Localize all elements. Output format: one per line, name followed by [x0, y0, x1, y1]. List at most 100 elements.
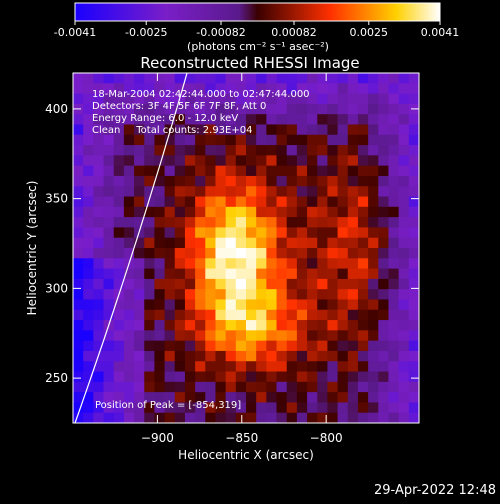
heatmap-cell — [205, 237, 217, 249]
heatmap-cell — [195, 145, 206, 156]
heatmap-cell — [174, 412, 186, 423]
heatmap-cell — [307, 134, 318, 146]
heatmap-cell — [144, 340, 156, 352]
heatmap-cell — [347, 350, 359, 362]
heatmap-cell — [388, 392, 400, 404]
heatmap-cell — [174, 134, 186, 146]
heatmap-cell — [235, 155, 247, 167]
heatmap-cell — [103, 371, 115, 383]
heatmap-cell — [225, 278, 237, 290]
heatmap-cell — [388, 134, 400, 146]
heatmap-cell — [347, 93, 359, 105]
heatmap-cell — [134, 237, 145, 249]
heatmap-cell — [144, 83, 156, 95]
heatmap-cell — [347, 227, 359, 239]
heatmap-cell — [357, 124, 369, 136]
heatmap-cell — [134, 340, 145, 352]
heatmap-cell — [256, 330, 267, 342]
heatmap-cell — [195, 258, 206, 270]
heatmap-cell — [337, 350, 349, 362]
heatmap-cell — [225, 217, 237, 229]
heatmap-cell — [266, 330, 278, 342]
heatmap-cell — [286, 268, 298, 280]
heatmap-cell — [154, 186, 166, 198]
heatmap-cell — [144, 175, 156, 187]
heatmap-cell — [205, 330, 217, 342]
heatmap-cell — [225, 381, 237, 393]
heatmap-cell — [195, 206, 206, 218]
heatmap-cell — [174, 392, 186, 404]
heatmap-cell — [246, 350, 257, 362]
heatmap-cell — [144, 93, 156, 105]
heatmap-cell — [276, 361, 288, 373]
heatmap-cell — [144, 103, 156, 115]
heatmap-cell — [93, 278, 105, 290]
heatmap-cell — [246, 206, 257, 218]
heatmap-cell — [184, 175, 196, 187]
heatmap-cell — [113, 248, 125, 259]
heatmap-cell — [103, 227, 115, 239]
heatmap-cell — [225, 114, 237, 126]
heatmap-cell — [256, 392, 267, 404]
heatmap-cell — [205, 258, 217, 270]
heatmap-cell — [154, 350, 166, 362]
heatmap-cell — [246, 165, 257, 177]
heatmap-cell — [215, 165, 227, 177]
heatmap-cell — [317, 299, 329, 311]
heatmap-cell — [225, 371, 237, 383]
heatmap-cell — [357, 196, 369, 208]
heatmap-cell — [368, 93, 379, 105]
heatmap-cell — [327, 278, 339, 290]
heatmap-cell — [317, 248, 329, 259]
heatmap-cell — [134, 83, 145, 95]
heatmap-cell — [256, 381, 267, 393]
heatmap-cell — [225, 155, 237, 167]
heatmap-cell — [357, 402, 369, 414]
heatmap-cell — [83, 289, 94, 301]
heatmap-cell — [286, 134, 298, 146]
heatmap-cell — [195, 320, 206, 331]
heatmap-cell — [327, 289, 339, 301]
heatmap-cell — [123, 114, 135, 126]
heatmap-cell — [164, 371, 176, 383]
heatmap-cell — [378, 278, 390, 290]
heatmap-cell — [184, 124, 196, 136]
heatmap-cell — [276, 73, 288, 84]
heatmap-cell — [296, 278, 308, 290]
heatmap-cell — [246, 340, 257, 352]
heatmap-cell — [73, 330, 84, 342]
heatmap-cell — [347, 309, 359, 321]
heatmap-cell — [408, 155, 419, 167]
heatmap-cell — [123, 227, 135, 239]
heatmap-cell — [266, 371, 278, 383]
heatmap-cell — [307, 175, 318, 187]
heatmap-cell — [266, 258, 278, 270]
heatmap-cell — [184, 248, 196, 259]
heatmap-cell — [266, 299, 278, 311]
heatmap-cell — [327, 145, 339, 156]
heatmap-cell — [154, 145, 166, 156]
heatmap-cell — [296, 134, 308, 146]
heatmap-cell — [73, 73, 84, 84]
heatmap-cell — [368, 340, 379, 352]
heatmap-cell — [276, 278, 288, 290]
heatmap-cell — [378, 165, 390, 177]
heatmap-cell — [347, 103, 359, 115]
heatmap-cell — [184, 289, 196, 301]
heatmap-cell — [246, 330, 257, 342]
heatmap-cell — [123, 237, 135, 249]
heatmap-cell — [286, 83, 298, 95]
heatmap-cell — [368, 227, 379, 239]
heatmap-cell — [235, 134, 247, 146]
heatmap-cell — [235, 93, 247, 105]
heatmap-cell — [235, 83, 247, 95]
heatmap-cell — [154, 83, 166, 95]
heatmap-cell — [123, 330, 135, 342]
heatmap-cell — [266, 268, 278, 280]
heatmap-cell — [337, 320, 349, 331]
heatmap-cell — [184, 237, 196, 249]
heatmap-cell — [134, 299, 145, 311]
heatmap-cell — [93, 93, 105, 105]
heatmap-cell — [83, 175, 94, 187]
heatmap-cell — [73, 258, 84, 270]
